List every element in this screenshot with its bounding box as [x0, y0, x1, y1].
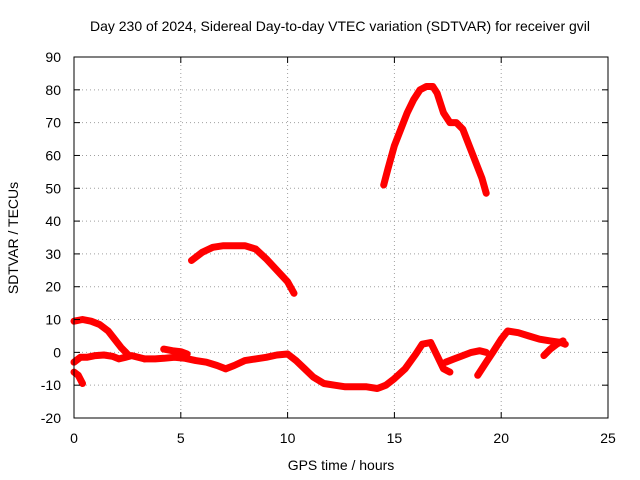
y-tick-label: -20	[41, 410, 61, 426]
series-track-7	[188, 242, 298, 297]
grid	[74, 57, 608, 418]
x-tick-label: 0	[70, 430, 78, 446]
x-axis-label: GPS time / hours	[288, 457, 395, 473]
series-track-10	[474, 327, 569, 379]
series-track-9	[442, 347, 490, 366]
y-tick-label: 0	[53, 344, 61, 360]
series-track-2	[70, 316, 131, 358]
y-tick-label: 30	[45, 246, 61, 262]
x-tick-label: 25	[600, 430, 616, 446]
y-tick-label: 20	[45, 279, 61, 295]
y-tick-label: -10	[41, 377, 61, 393]
y-tick-label: 40	[45, 213, 61, 229]
y-tick-label: 60	[45, 147, 61, 163]
y-axis-label: SDTVAR / TECUs	[5, 182, 21, 294]
x-tick-labels: 0 5 10 15 20 25	[70, 430, 616, 446]
y-tick-label: 70	[45, 115, 61, 131]
ticks	[73, 56, 609, 419]
series-track-4	[141, 353, 230, 373]
chart-title: Day 230 of 2024, Sidereal Day-to-day VTE…	[90, 18, 590, 34]
y-tick-labels: -20 -10 0 10 20 30 40 50 60 70 80 90	[41, 49, 61, 426]
x-tick-label: 15	[387, 430, 403, 446]
series-track-1	[70, 351, 148, 366]
x-tick-label: 20	[493, 430, 509, 446]
series-track-3	[70, 368, 86, 387]
plot-frame	[73, 56, 609, 419]
y-tick-label: 90	[45, 49, 61, 65]
y-tick-label: 10	[45, 312, 61, 328]
series-group	[70, 83, 569, 392]
series-track-11	[540, 337, 567, 360]
series-track-8	[380, 83, 490, 197]
y-tick-label: 80	[45, 82, 61, 98]
series-track-5	[160, 345, 191, 358]
x-tick-label: 10	[280, 430, 296, 446]
y-tick-label: 50	[45, 180, 61, 196]
x-tick-label: 5	[177, 430, 185, 446]
series-track-6	[222, 339, 454, 392]
